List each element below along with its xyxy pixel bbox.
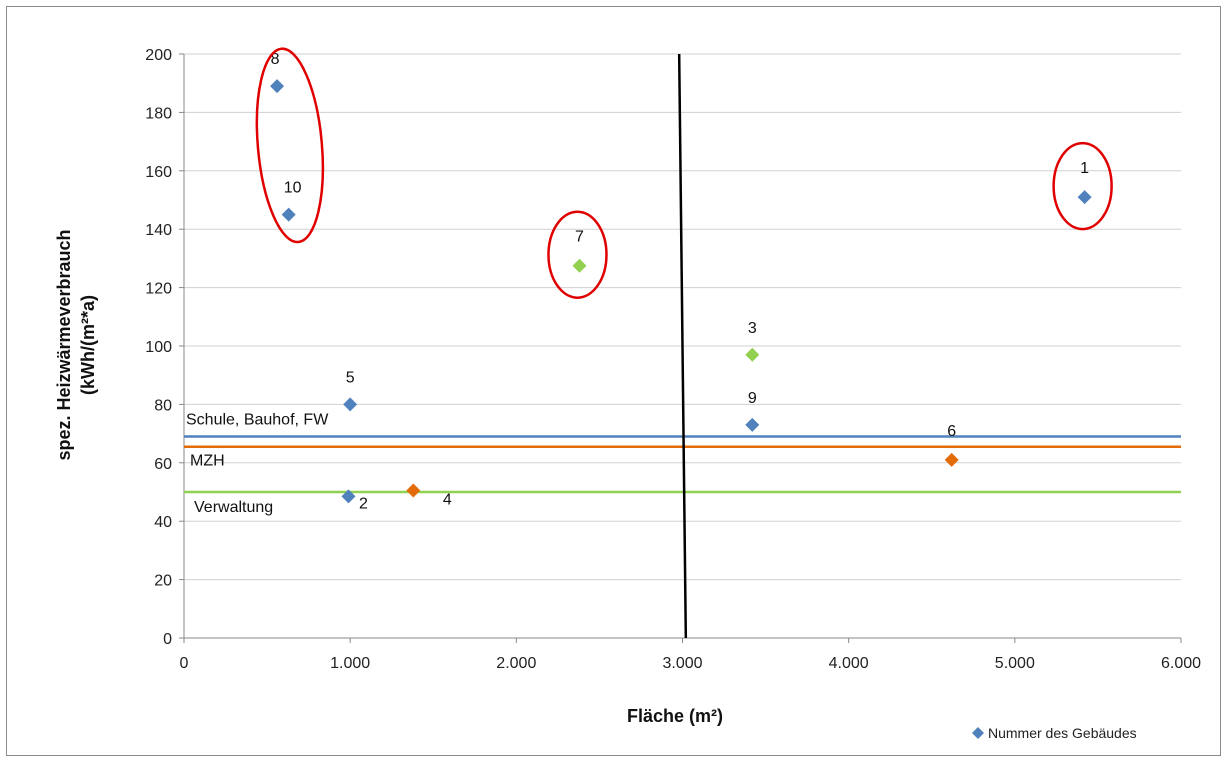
data-point-5 xyxy=(343,397,358,412)
data-point-3 xyxy=(745,347,760,362)
y-tick-label: 40 xyxy=(154,514,172,531)
data-point-label: 6 xyxy=(947,423,956,440)
legend: Nummer des Gebäudes xyxy=(972,725,1137,741)
y-tick-label: 180 xyxy=(145,105,172,122)
y-tick-label: 100 xyxy=(145,339,172,356)
data-point-label: 9 xyxy=(748,390,757,407)
data-point-9 xyxy=(745,417,760,432)
data-point-1 xyxy=(1077,190,1092,205)
data-point-8 xyxy=(270,79,285,94)
data-point-6 xyxy=(944,452,959,467)
data-point-label: 10 xyxy=(284,180,302,197)
data-point-2 xyxy=(341,489,356,504)
data-point-label: 3 xyxy=(748,320,757,337)
reference-line-label: Verwaltung xyxy=(194,499,273,516)
y-axis-label-line-1: spez. Heizwärmeverbrauch xyxy=(54,229,74,460)
data-point-10 xyxy=(281,207,296,222)
y-tick-label: 140 xyxy=(145,222,172,239)
x-tick-label: 3.000 xyxy=(662,655,702,672)
y-tick-label: 120 xyxy=(145,281,172,298)
divider-line xyxy=(677,53,688,639)
data-point-4 xyxy=(406,483,421,498)
x-tick-label: 5.000 xyxy=(995,655,1035,672)
data-points: 1 2 3 4 5 6 7 8 9 10 xyxy=(270,51,1092,512)
reference-line-label: Schule, Bauhof, FW xyxy=(186,412,329,429)
x-tick-label: 6.000 xyxy=(1161,655,1201,672)
data-point-label: 2 xyxy=(359,495,368,512)
data-point-label: 4 xyxy=(443,492,452,509)
data-point-label: 8 xyxy=(271,51,280,68)
legend-label: Nummer des Gebäudes xyxy=(988,725,1137,741)
highlight-ellipse-1 xyxy=(1052,141,1113,231)
y-tick-label: 200 xyxy=(145,47,172,64)
data-point-7 xyxy=(572,258,587,273)
y-axis-label-line-2: (kWh/(m²*a) xyxy=(78,295,98,395)
chart-frame xyxy=(6,6,1221,756)
highlight-ellipse-8-10 xyxy=(255,47,325,244)
x-tick-label: 4.000 xyxy=(829,655,869,672)
y-tick-label: 20 xyxy=(154,573,172,590)
legend-marker xyxy=(972,727,984,739)
y-tick-label: 60 xyxy=(154,456,172,473)
x-tick-label: 0 xyxy=(180,655,189,672)
y-tick-label: 80 xyxy=(154,397,172,414)
reference-line-label: MZH xyxy=(190,453,225,470)
x-tick-label: 1.000 xyxy=(330,655,370,672)
y-tick-label: 0 xyxy=(163,631,172,648)
y-axis-label: spez. Heizwärmeverbrauch (kWh/(m²*a) xyxy=(54,229,98,460)
highlight-circles xyxy=(255,47,1113,299)
axes: 0 20 40 60 80 100 120 140 160 180 200 0 1.000 2.000 3.… xyxy=(145,47,1201,672)
highlight-ellipse-7 xyxy=(547,210,608,299)
y-tick-label: 160 xyxy=(145,164,172,181)
x-axis-label: Fläche (m²) xyxy=(627,706,723,726)
data-point-label: 5 xyxy=(346,369,355,386)
data-point-label: 1 xyxy=(1080,160,1089,177)
divider-line-group xyxy=(677,53,688,639)
x-tick-label: 2.000 xyxy=(496,655,536,672)
data-point-label: 7 xyxy=(575,229,584,246)
